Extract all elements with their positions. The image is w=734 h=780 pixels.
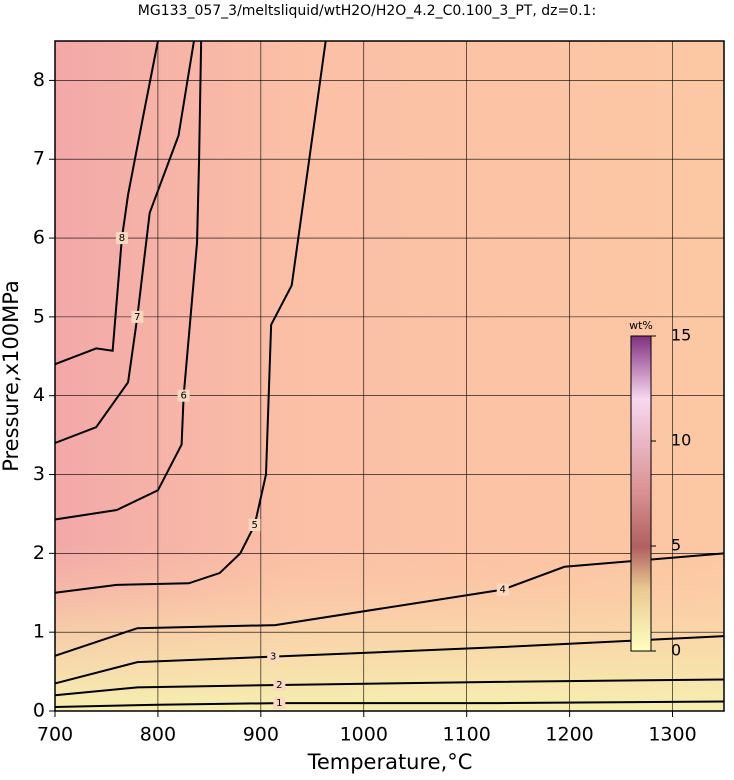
contour-label-bg — [273, 678, 286, 691]
contour-label: 6 — [180, 391, 186, 402]
contour-line — [54, 552, 725, 657]
y-axis-label: Pressure,x100MPa — [0, 280, 23, 472]
chart-title: MG133_057_3/meltsliquid/wtH2O/H2O_4.2_C0… — [138, 3, 596, 19]
colorbar-label: wt% — [629, 319, 653, 332]
contour-label: 1 — [276, 698, 282, 709]
x-tick-label: 1000 — [340, 724, 388, 746]
plot-background-shade — [55, 41, 724, 711]
colorbar-tick-label: 0 — [671, 641, 681, 660]
contour-label-bg — [496, 583, 509, 596]
x-tick-label: 700 — [37, 724, 73, 746]
contour-label: 8 — [119, 233, 125, 244]
contour-label-bg — [131, 310, 144, 323]
plot-frame — [54, 40, 725, 712]
colorbar-tick-label: 15 — [671, 326, 691, 345]
contour-label-bg — [267, 650, 280, 663]
contour-label-bg — [115, 232, 128, 245]
contour-label: 7 — [134, 312, 140, 323]
contour-label-bg — [177, 389, 190, 402]
x-tick-label: 1300 — [648, 724, 696, 746]
colorbar-tick-label: 5 — [671, 536, 681, 555]
y-tick-label: 3 — [33, 463, 45, 485]
x-tick-label: 900 — [243, 724, 279, 746]
contour-line — [54, 40, 327, 594]
y-tick-label: 8 — [33, 69, 45, 91]
x-axis-label: Temperature,°C — [307, 750, 473, 774]
y-tick-label: 2 — [33, 542, 45, 564]
y-tick-label: 7 — [33, 148, 45, 170]
contour-label-bg — [273, 697, 286, 710]
contour-label: 2 — [276, 680, 282, 691]
x-tick-label: 1200 — [545, 724, 593, 746]
contour-label-bg — [248, 518, 261, 531]
contour-line — [54, 40, 203, 521]
y-tick-label: 4 — [33, 384, 45, 406]
contour-label: 3 — [270, 652, 276, 663]
colorbar-tick-label: 10 — [671, 431, 691, 450]
contour-label: 4 — [500, 585, 506, 596]
contour-label: 5 — [251, 520, 257, 531]
y-tick-label: 5 — [33, 305, 45, 327]
colorbar — [630, 335, 652, 652]
x-tick-label: 800 — [140, 724, 176, 746]
x-tick-label: 1100 — [443, 724, 491, 746]
y-tick-label: 6 — [33, 227, 45, 249]
y-tick-label: 1 — [33, 621, 45, 643]
y-tick-label: 0 — [33, 700, 45, 722]
